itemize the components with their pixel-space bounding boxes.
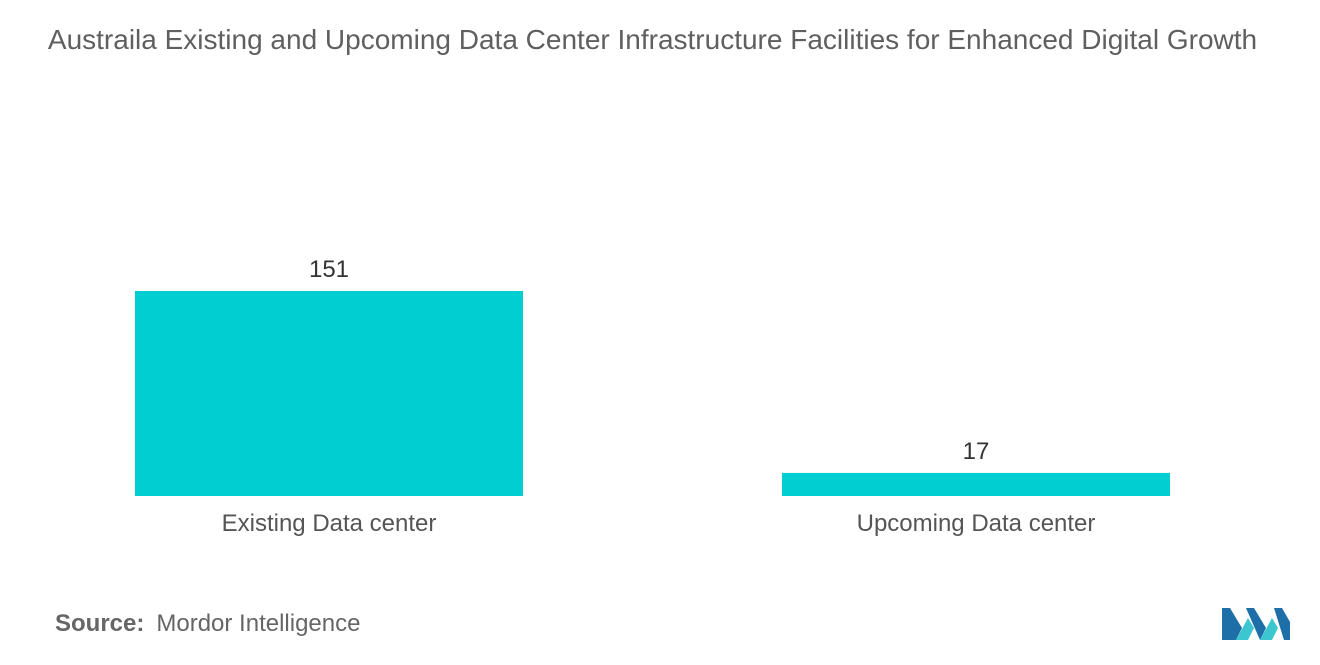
category-label-0: Existing Data center xyxy=(222,510,437,537)
data-labels-group: 151 17 xyxy=(309,256,989,465)
source-note: Source: Mordor Intelligence xyxy=(55,610,360,638)
source-key: Source: xyxy=(55,610,145,637)
source-value: Mordor Intelligence xyxy=(156,610,361,637)
category-labels-group: Existing Data center Upcoming Data center xyxy=(222,510,1096,537)
bars-group xyxy=(135,291,1170,496)
chart-title: Austraila Existing and Upcoming Data Cen… xyxy=(47,24,1258,55)
mordor-intelligence-logo-icon xyxy=(1222,608,1290,640)
category-label-1: Upcoming Data center xyxy=(857,510,1096,537)
bar-1 xyxy=(782,472,1170,496)
data-label-1: 17 xyxy=(963,438,990,465)
bar-0 xyxy=(135,291,523,496)
data-label-0: 151 xyxy=(309,256,349,283)
